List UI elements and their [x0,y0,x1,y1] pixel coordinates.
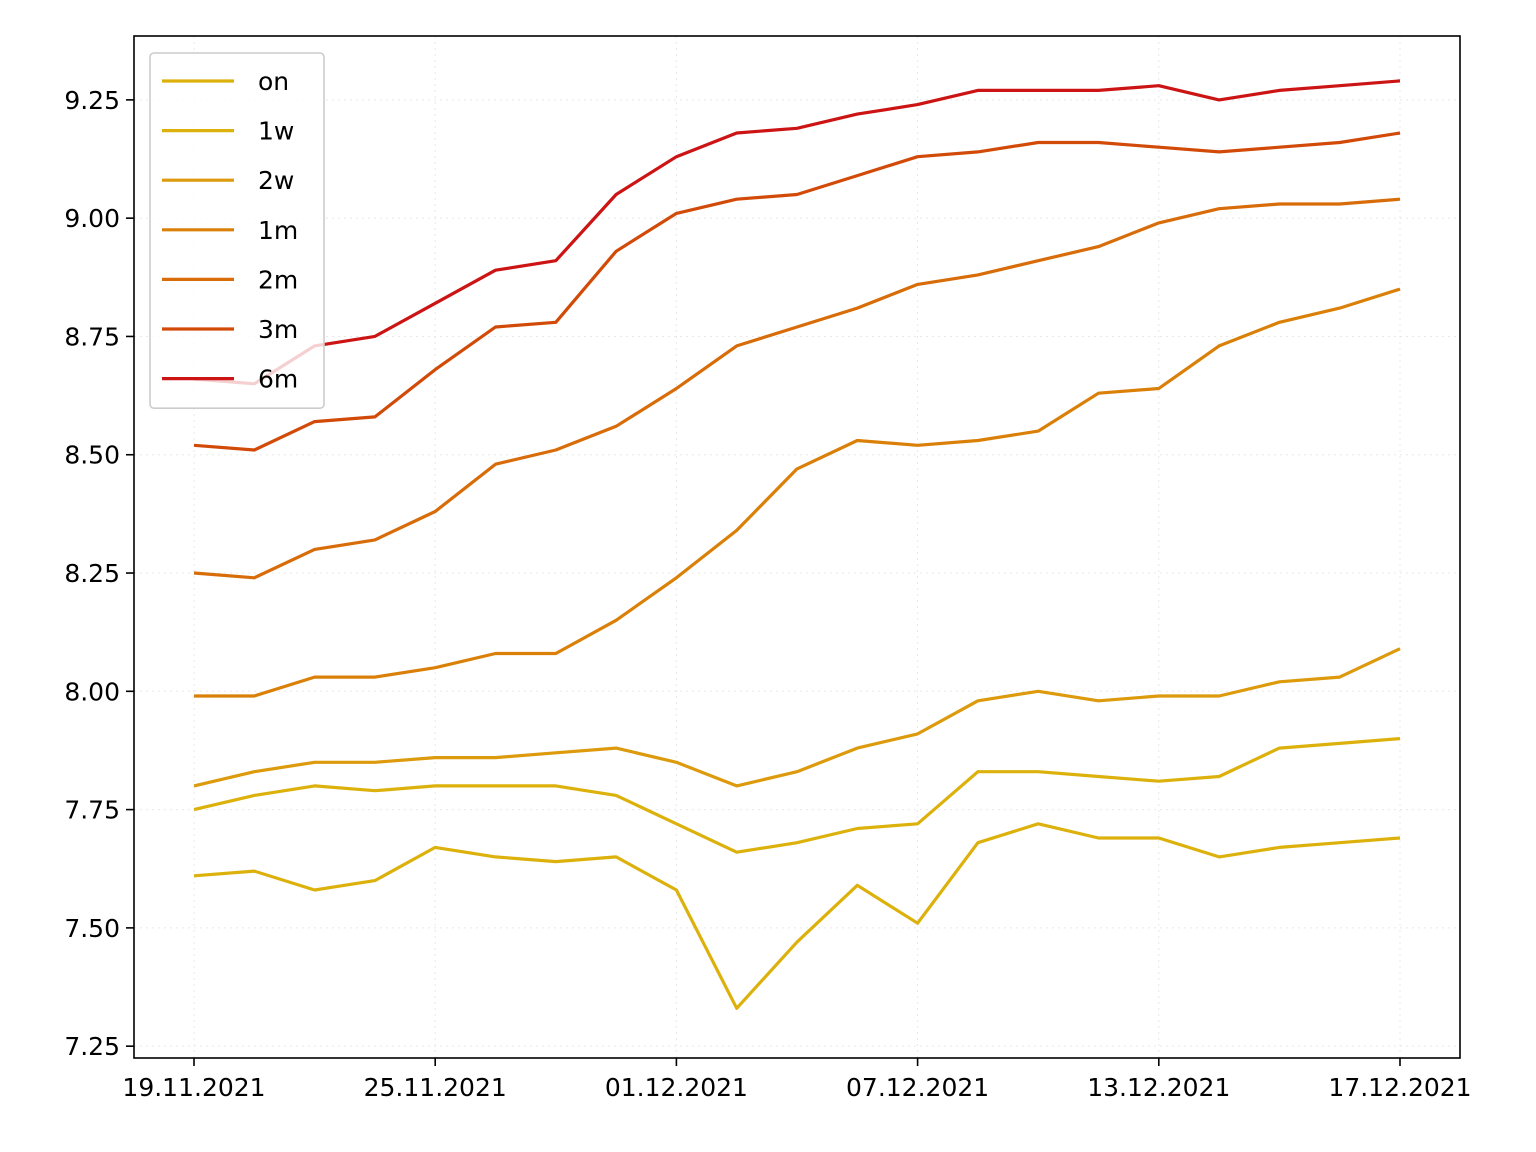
legend-label-2w: 2w [258,166,294,195]
legend-label-6m: 6m [258,365,298,394]
y-tick-label: 8.00 [64,677,120,706]
series-line-1m [194,287,1401,698]
legend-box [149,52,325,410]
x-tick-label: 13.12.2021 [1087,1073,1230,1102]
series-line-3m [193,131,1401,452]
series-line-on [193,822,1401,1010]
legend-label-1m: 1m [258,216,298,245]
x-axis: 19.11.2021 25.11.2021 01.12.2021 07.12.2021… [122,1058,1472,1102]
y-tick-label: 8.25 [64,559,120,588]
y-tick-label: 9.00 [64,204,120,233]
series-lines [193,79,1401,1010]
plot-frame [133,35,1461,1059]
y-tick-label: 7.75 [64,796,120,825]
legend-label-3m: 3m [258,315,298,344]
y-tick-label: 7.50 [64,914,120,943]
y-tick-label: 9.25 [64,86,120,115]
series-line-6m [193,79,1401,386]
x-tick-label: 17.12.2021 [1328,1073,1471,1102]
y-tick-label: 8.50 [64,441,120,470]
y-axis: 7.25 7.50 7.75 8.00 8.25 8.50 8.75 9.00 9.25 [64,86,134,1061]
legend-label-on: on [258,67,289,96]
x-tick-label: 19.11.2021 [122,1073,265,1102]
y-tick-label: 8.75 [64,322,120,351]
legend: on 1w 2w 1m 2m 3m 6m [149,52,325,410]
x-tick-label: 07.12.2021 [846,1073,989,1102]
x-tick-label: 25.11.2021 [364,1073,507,1102]
y-tick-label: 7.25 [64,1032,120,1061]
series-line-1w [193,737,1401,854]
series-line-2m [193,197,1401,580]
legend-label-1w: 1w [258,117,294,146]
series-line-2w [193,647,1401,788]
x-tick-label: 01.12.2021 [605,1073,748,1102]
legend-label-2m: 2m [258,265,298,294]
